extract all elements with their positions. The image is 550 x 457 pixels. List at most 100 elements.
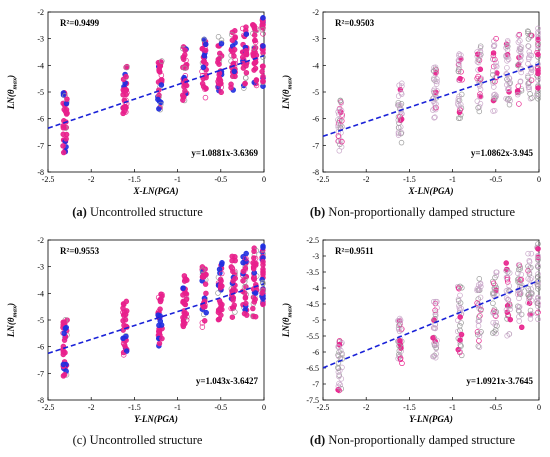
data-point [478, 93, 484, 100]
data-point [490, 72, 496, 78]
regression-fit-line [47, 283, 265, 355]
data-point [396, 348, 403, 354]
data-point [515, 33, 522, 39]
data-point [397, 317, 404, 323]
data-point [432, 307, 438, 314]
fit-equation-label: y=1.0862x-3.945 [471, 148, 534, 158]
data-point [243, 24, 249, 30]
x-tick-label: -2 [363, 175, 370, 184]
data-point [241, 284, 248, 290]
data-point [120, 318, 126, 324]
data-point [182, 65, 188, 71]
x-axis-label: Y-LN(PGA) [134, 414, 178, 424]
data-point [525, 268, 531, 274]
data-point [534, 300, 541, 307]
fit-equation-label: y=1.043x-3.6427 [196, 376, 259, 386]
data-point [491, 43, 497, 50]
data-point [399, 91, 405, 97]
data-point [517, 289, 523, 295]
data-point [491, 290, 497, 297]
data-point [478, 283, 484, 290]
data-point [215, 80, 222, 87]
data-point [434, 88, 440, 94]
data-point [253, 77, 260, 83]
y-tick-label: -2 [312, 8, 319, 17]
data-point [535, 90, 541, 97]
data-point [229, 37, 236, 44]
data-point [527, 307, 534, 314]
caption-d-label: (d) [309, 433, 326, 447]
data-point [260, 31, 266, 37]
data-point [503, 260, 509, 266]
data-point [527, 91, 533, 97]
caption-d-text: Non-proportionally damped structure [325, 433, 516, 447]
y-tick-label: -8 [312, 168, 319, 177]
scatter-chart: -2.5 -2 -1.5 -1 -0.5 0 -8 -7 -6 -5 -4 -3 -2 R²=0.9499… [6, 8, 266, 196]
data-point [199, 267, 206, 273]
data-point [528, 297, 535, 304]
data-point [504, 54, 511, 60]
data-point [517, 38, 523, 44]
data-point [243, 250, 249, 257]
x-tick-label: -1.5 [403, 175, 416, 184]
data-point [458, 305, 464, 312]
data-point [535, 274, 541, 281]
data-point [477, 43, 484, 49]
x-tick-label: -0.5 [214, 175, 227, 184]
data-point [456, 64, 463, 70]
data-point [395, 325, 402, 331]
data-point [202, 94, 209, 101]
data-point [158, 82, 165, 88]
x-tick-label: 0 [262, 175, 266, 184]
data-point [339, 364, 345, 371]
data-point [477, 48, 484, 55]
data-point [259, 27, 266, 33]
data-point [156, 66, 162, 72]
data-point [535, 264, 541, 270]
data-point [60, 125, 67, 131]
data-point [63, 100, 70, 107]
data-point [507, 306, 513, 313]
data-point [218, 312, 224, 318]
data-point [477, 45, 484, 51]
data-point [433, 351, 439, 357]
data-point [433, 341, 440, 348]
data-point [219, 260, 225, 266]
scatter-chart: -2.5 -2 -1.5 -1 -0.5 0 -8 -7 -6 -5 -4 -3 -2 R²=0.9553… [6, 236, 266, 424]
data-point [506, 75, 512, 81]
data-point [243, 70, 250, 76]
data-point [535, 286, 541, 292]
data-point [60, 149, 67, 156]
data-point [259, 290, 265, 296]
y-tick-label: -4 [37, 61, 44, 70]
data-point [60, 319, 66, 325]
data-point [158, 322, 165, 328]
data-point [493, 59, 499, 66]
data-point [240, 268, 247, 275]
data-point [535, 271, 541, 277]
data-point [395, 117, 402, 123]
data-point [526, 291, 532, 298]
data-point [457, 342, 464, 348]
data-point [120, 309, 126, 316]
data-point [339, 118, 345, 124]
data-point [534, 297, 540, 304]
data-point [397, 338, 403, 344]
y-tick-label: -6.5 [306, 364, 319, 373]
data-point [457, 115, 463, 121]
caption-b: (b) Non-proportionally damped structure [275, 205, 550, 220]
data-point [231, 68, 238, 75]
x-tick-label: -2.5 [42, 403, 55, 412]
data-point [159, 58, 165, 64]
y-tick-label: -4 [37, 289, 44, 298]
data-point [433, 298, 439, 305]
data-point [432, 309, 439, 316]
y-tick-label: -6 [312, 115, 319, 124]
x-tick-label: -2 [88, 175, 95, 184]
chart-panel-b: -2.5 -2 -1.5 -1 -0.5 0 -8 -7 -6 -5 -4 -3 -2 R²=0.9503… [275, 0, 550, 205]
data-point [243, 75, 249, 81]
data-point [64, 96, 70, 102]
data-point [124, 90, 130, 96]
caption-b-label: (b) [309, 205, 326, 219]
data-point [395, 102, 402, 109]
